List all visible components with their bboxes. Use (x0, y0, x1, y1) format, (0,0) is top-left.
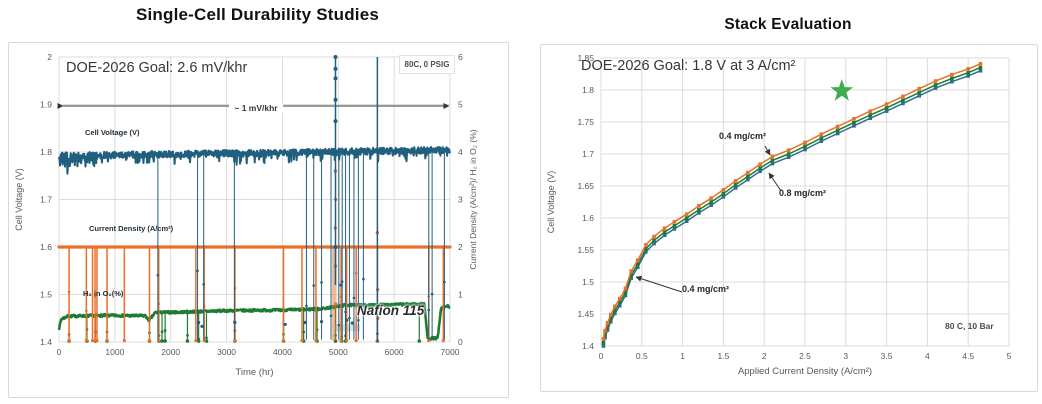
svg-text:1.5: 1.5 (717, 351, 729, 361)
stack-chart-panel: 1.4 1.45 1.5 1.55 1.6 1.65 1.7 1.75 1.8 1.85 0 0.5 1… (540, 44, 1038, 392)
svg-text:4: 4 (458, 147, 463, 157)
svg-text:4.5: 4.5 (962, 351, 974, 361)
svg-text:1.8: 1.8 (40, 147, 52, 157)
svg-text:5: 5 (458, 100, 463, 110)
svg-text:1.6: 1.6 (40, 242, 52, 252)
svg-text:2: 2 (762, 351, 767, 361)
cell-voltage-series-label: Cell Voltage (V) (85, 128, 140, 137)
svg-text:Current Density (A/cm²)/ H₂ in: Current Density (A/cm²)/ H₂ in O₂ (%) (468, 129, 478, 269)
svg-text:1.75: 1.75 (577, 117, 594, 127)
svg-text:1: 1 (458, 290, 463, 300)
svg-text:7000: 7000 (441, 347, 460, 357)
svg-text:3000: 3000 (217, 347, 236, 357)
svg-text:1.5: 1.5 (40, 290, 52, 300)
svg-text:6: 6 (458, 52, 463, 62)
current-density-series-label: Current Density (A/cm²) (89, 224, 174, 233)
svg-text:Time (hr): Time (hr) (235, 367, 273, 378)
svg-text:3.5: 3.5 (881, 351, 893, 361)
svg-text:4: 4 (925, 351, 930, 361)
svg-text:0: 0 (57, 347, 62, 357)
svg-text:1.5: 1.5 (582, 277, 594, 287)
svg-text:1.8: 1.8 (582, 85, 594, 95)
svg-text:0.5: 0.5 (636, 351, 648, 361)
svg-text:5: 5 (1007, 351, 1012, 361)
stack-plot-area: 1.41.451.51.551.61.651.71.751.81.850 0.5 1… (546, 53, 1012, 377)
svg-text:2000: 2000 (161, 347, 180, 357)
svg-text:Cell Voltage (V): Cell Voltage (V) (14, 168, 24, 231)
svg-text:1: 1 (680, 351, 685, 361)
svg-text:1.55: 1.55 (577, 245, 594, 255)
svg-text:6000: 6000 (385, 347, 404, 357)
h2-in-o2-series-label: H₂ in O₂(%) (83, 289, 124, 298)
svg-text:0: 0 (599, 351, 604, 361)
svg-text:2: 2 (458, 242, 463, 252)
svg-text:2.5: 2.5 (799, 351, 811, 361)
loading-callout-04-lower: 0.4 mg/cm² (682, 284, 730, 294)
svg-text:2: 2 (47, 52, 52, 62)
svg-text:0: 0 (458, 337, 463, 347)
svg-text:3: 3 (843, 351, 848, 361)
svg-text:1.45: 1.45 (577, 309, 594, 319)
durability-conditions-badge: 80C, 0 PSIG (399, 55, 455, 74)
svg-text:Cell Voltage (V): Cell Voltage (V) (546, 171, 556, 234)
svg-text:1.65: 1.65 (577, 181, 594, 191)
membrane-label: Nafion 115 (357, 303, 425, 318)
svg-text:1.7: 1.7 (582, 149, 594, 159)
svg-text:4000: 4000 (273, 347, 292, 357)
stack-conditions-text: 80 C, 10 Bar (945, 321, 994, 331)
svg-text:1.9: 1.9 (40, 100, 52, 110)
stack-goal-text: DOE-2026 Goal: 1.8 V at 3 A/cm² (581, 58, 796, 74)
svg-text:3: 3 (458, 195, 463, 205)
svg-text:1.85: 1.85 (577, 53, 594, 63)
svg-text:1.4: 1.4 (582, 341, 594, 351)
durability-goal-text: DOE-2026 Goal: 2.6 mV/khr (66, 60, 248, 76)
degradation-rate-annotation: ~ 1 mV/khr (194, 98, 318, 116)
stack-chart-title: Stack Evaluation (724, 16, 852, 33)
svg-text:1.6: 1.6 (582, 213, 594, 223)
svg-text:5000: 5000 (329, 347, 348, 357)
durability-plot-area: 1.4 1.5 1.6 1.7 1.8 1.9 2 0 1 2 3 4 5 6 0 1000 2000 3000 4… (14, 52, 478, 378)
durability-chart-title: Single-Cell Durability Studies (135, 5, 380, 24)
loading-callout-04-upper: 0.4 mg/cm² (719, 131, 767, 141)
svg-text:Applied Current Density (A/cm²: Applied Current Density (A/cm²) (738, 366, 872, 377)
svg-text:1.7: 1.7 (40, 195, 52, 205)
svg-text:1000: 1000 (105, 347, 124, 357)
svg-text:1.4: 1.4 (40, 337, 52, 347)
durability-chart-panel: 1.4 1.5 1.6 1.7 1.8 1.9 2 0 1 2 3 4 5 6 0 1000 2000 3000 4… (8, 42, 509, 398)
loading-callout-08: 0.8 mg/cm² (779, 188, 827, 198)
